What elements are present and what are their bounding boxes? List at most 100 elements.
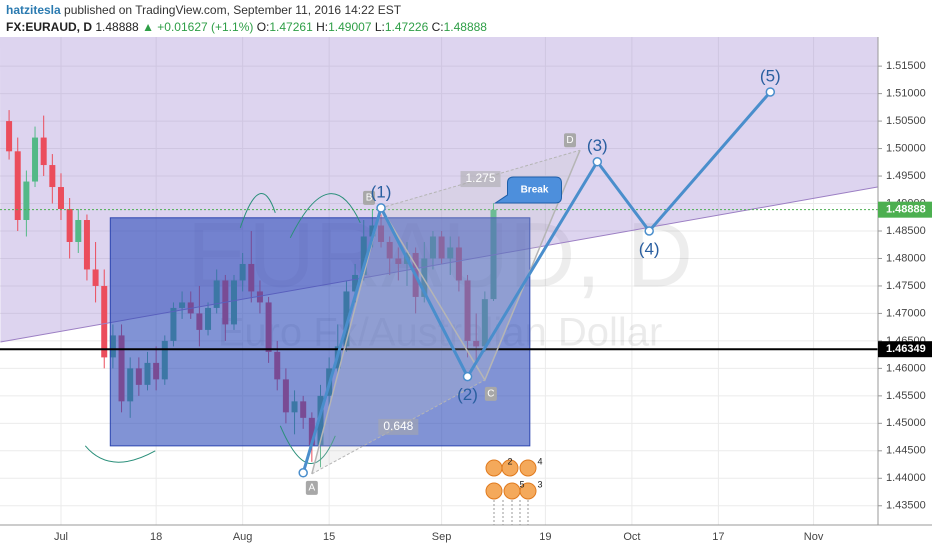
- harmonic-label: D: [566, 135, 573, 146]
- ratio-label-bg: [378, 418, 419, 435]
- candle-body: [6, 121, 13, 152]
- published: published on TradingView.com, September …: [64, 3, 402, 17]
- wave-label: (5): [760, 66, 781, 85]
- x-tick-label: 19: [539, 531, 551, 543]
- harmonic-label: B: [366, 193, 373, 204]
- open-label: O:: [257, 20, 270, 34]
- author[interactable]: hatzitesla: [6, 3, 61, 17]
- candle-body: [101, 285, 108, 358]
- candle-body: [32, 137, 39, 182]
- ratio-label: 0.648: [383, 419, 413, 433]
- harmonic-line: [311, 149, 581, 475]
- high-value: 1.49007: [328, 20, 372, 34]
- header-line-2: FX:EURAUD, D 1.48888 ▲ +0.01627 (+1.1%) …: [6, 20, 487, 34]
- symbol: FX:EURAUD, D: [6, 20, 92, 34]
- event-icon[interactable]: [519, 482, 537, 500]
- price-label-bg: [878, 341, 932, 358]
- y-tick-label: 1.50500: [886, 115, 926, 127]
- price-label-bg: [878, 201, 932, 218]
- last-price: 1.48888: [95, 20, 139, 34]
- wave-line: [301, 90, 772, 474]
- event-ticks: [493, 500, 529, 525]
- event-count: 2: [507, 456, 512, 466]
- plot-area: EURAUD, DEuro Fx/Australian DollarABCD1.…: [0, 37, 878, 525]
- wave-point: [592, 156, 603, 167]
- wave-point: [298, 468, 308, 478]
- harmonic-label-bg: [363, 190, 376, 205]
- harmonic-fill: [311, 207, 485, 474]
- candle-body: [83, 220, 90, 270]
- wave-label: (2): [457, 385, 478, 404]
- harmonic-diagonal: [311, 379, 486, 475]
- candle-body: [14, 151, 21, 220]
- ratio-label: 1.275: [466, 171, 496, 185]
- event-icons[interactable]: [485, 459, 537, 525]
- close-label: C:: [432, 20, 444, 34]
- wave-label: (1): [371, 182, 392, 201]
- x-tick-label: Aug: [233, 531, 253, 543]
- arc: [84, 445, 156, 463]
- candle-body: [57, 187, 64, 210]
- event-icon[interactable]: [485, 482, 503, 500]
- harmonic-label-bg: [563, 133, 576, 148]
- arc: [279, 425, 336, 465]
- event-icon[interactable]: [501, 459, 519, 477]
- event-count: 4: [537, 456, 542, 466]
- y-tick-label: 1.47500: [886, 280, 926, 292]
- harmonic-label: C: [487, 389, 494, 400]
- price-label: 1.46349: [886, 343, 926, 355]
- event-icon[interactable]: [485, 459, 503, 477]
- close-value: 1.48888: [444, 20, 488, 34]
- x-tick-label: Nov: [804, 531, 824, 543]
- candle-body: [40, 137, 47, 166]
- callout-bubble: [493, 176, 562, 204]
- y-tick-label: 1.47000: [886, 307, 926, 319]
- wave-point: [644, 226, 654, 236]
- x-tick-label: 17: [712, 531, 724, 543]
- wave-point: [462, 371, 473, 382]
- y-tick-label: 1.43500: [886, 500, 926, 512]
- x-tick-label: 18: [150, 531, 162, 543]
- harmonic-label-bg: [484, 386, 497, 401]
- wave-point: [765, 87, 776, 97]
- event-count: 5: [519, 479, 524, 489]
- y-tick-label: 1.51000: [886, 88, 926, 100]
- x-tick-label: 15: [323, 531, 335, 543]
- candle-body: [49, 165, 56, 188]
- harmonic-label: A: [309, 483, 316, 494]
- y-tick-label: 1.48000: [886, 252, 926, 264]
- arc: [239, 193, 276, 228]
- range-box: [109, 217, 531, 447]
- y-tick-label: 1.49500: [886, 170, 926, 182]
- y-tick-label: 1.45000: [886, 417, 926, 429]
- harmonic-label-bg: [305, 480, 318, 495]
- low-value: 1.47226: [385, 20, 429, 34]
- ratio-label-bg: [460, 171, 501, 188]
- x-tick-label: Sep: [432, 531, 452, 543]
- harmonic-fill: [381, 150, 580, 380]
- y-tick-label: 1.50000: [886, 142, 926, 154]
- wave-label: (3): [587, 136, 608, 155]
- wave-point: [376, 203, 386, 213]
- candle-body: [75, 220, 82, 242]
- candle-body: [66, 209, 73, 242]
- open-value: 1.47261: [269, 20, 313, 34]
- x-tick-label: Jul: [54, 531, 68, 543]
- y-tick-label: 1.46000: [886, 362, 926, 374]
- callout-text: Break: [521, 185, 549, 196]
- candle-body: [92, 269, 99, 286]
- y-tick-label: 1.45500: [886, 390, 926, 402]
- arc: [289, 193, 361, 239]
- y-tick-label: 1.51500: [886, 60, 926, 72]
- y-tick-label: 1.48500: [886, 225, 926, 237]
- harmonic-diagonal: [380, 149, 581, 209]
- event-count: 3: [537, 479, 542, 489]
- event-icon[interactable]: [503, 482, 521, 500]
- candle-body: [23, 181, 30, 220]
- y-tick-label: 1.44500: [886, 445, 926, 457]
- change: ▲ +0.01627 (+1.1%): [142, 20, 253, 34]
- y-tick-label: 1.44000: [886, 472, 926, 484]
- x-tick-label: Oct: [623, 531, 640, 543]
- event-icon[interactable]: [519, 459, 537, 477]
- price-label: 1.48888: [886, 204, 926, 216]
